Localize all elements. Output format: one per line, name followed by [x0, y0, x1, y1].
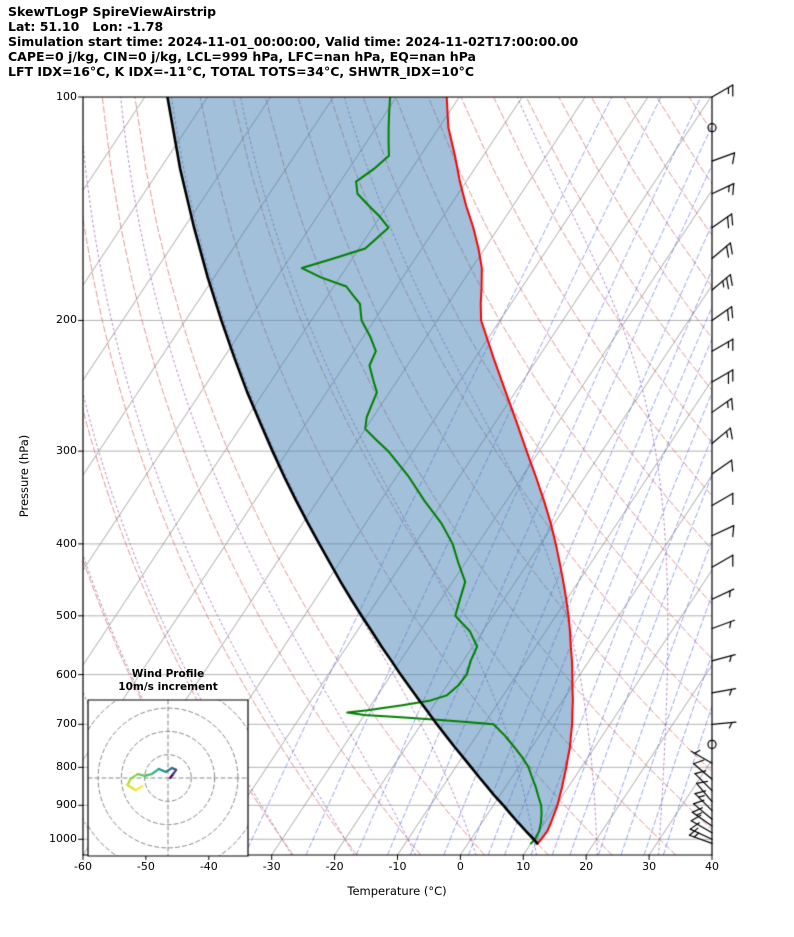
y-axis-label: Pressure (hPa): [17, 434, 31, 518]
x-tick-label: 0: [456, 860, 464, 873]
x-tick-label: 40: [705, 860, 719, 873]
y-tick-label: 100: [56, 90, 77, 103]
y-tick-label: 800: [56, 760, 77, 774]
y-tick-label: 900: [56, 798, 77, 812]
lat-lon-line: Lat: 51.10 Lon: -1.78: [8, 19, 164, 34]
y-tick-label: 500: [56, 608, 77, 622]
y-tick-label: 1000: [49, 832, 77, 846]
x-tick-label: -50: [136, 860, 155, 873]
x-tick-label: 10: [516, 860, 531, 873]
y-tick-label: 300: [56, 444, 77, 458]
x-tick-label: -30: [262, 860, 281, 873]
x-tick-label: 30: [642, 860, 657, 873]
y-tick-label: 400: [56, 536, 77, 550]
indices-line: LFT IDX=16°C, K IDX=-11°C, TOTAL TOTS=34…: [8, 64, 475, 79]
x-tick-label: -20: [325, 860, 344, 873]
sim-time-line: Simulation start time: 2024-11-01_00:00:…: [8, 34, 579, 49]
y-tick-label: 200: [56, 313, 77, 327]
x-tick-label: 20: [579, 860, 594, 873]
x-axis-label: Temperature (°C): [347, 884, 447, 898]
y-tick-label: 600: [56, 667, 77, 681]
hodograph-subtitle: 10m/s increment: [118, 681, 218, 693]
cape-cin-line: CAPE=0 j/kg, CIN=0 j/kg, LCL=999 hPa, LF…: [8, 49, 476, 64]
y-tick-label: 700: [56, 717, 77, 731]
x-tick-label: -60: [74, 860, 92, 873]
page-title: SkewTLogP SpireViewAirstrip: [8, 4, 217, 19]
x-tick-label: -40: [199, 860, 218, 873]
x-tick-label: -10: [388, 860, 407, 873]
hodograph-title: Wind Profile: [131, 668, 205, 680]
